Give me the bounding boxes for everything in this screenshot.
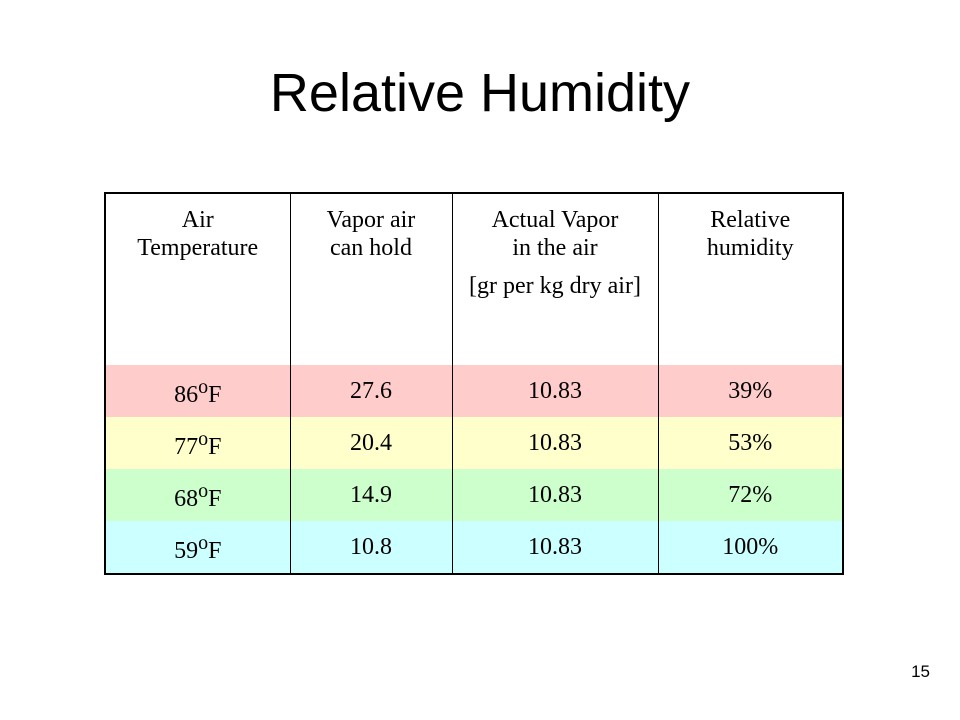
cell-actual-vapor: 10.83 [451,417,659,469]
cell-relative-humidity: 39% [657,365,844,417]
table-row: 59oF 10.8 10.83 100% [104,521,844,574]
cell-relative-humidity: 72% [657,469,844,521]
cell-capacity: 27.6 [289,365,453,417]
temp-value: 68 [174,486,199,512]
header-line: can hold [330,235,412,261]
degree-unit: F [208,538,222,564]
degree-unit: F [208,434,222,460]
temp-value: 59 [174,538,199,564]
temp-value: 86 [174,382,199,408]
header-line: Air [181,207,214,233]
header-unit: [gr per kg dry air] [469,273,641,299]
table-row: 86oF 27.6 10.83 39% [104,365,844,417]
table-body: 86oF 27.6 10.83 39% 77oF 20.4 10.83 53% … [104,365,844,574]
header-line: in the air [512,235,598,261]
header-relative-humidity: Relative humidity [657,193,844,365]
cell-actual-vapor: 10.83 [451,365,659,417]
page-number: 15 [911,662,930,681]
header-line: Vapor air [326,207,416,233]
cell-temperature: 68oF [104,469,291,521]
slide-title: Relative Humidity [269,63,691,123]
table-row: 68oF 14.9 10.83 72% [104,469,844,521]
cell-relative-humidity: 100% [657,521,844,574]
header-line: humidity [706,235,794,261]
cell-actual-vapor: 10.83 [451,521,659,574]
table-header-row: Air Temperature Vapor air can hold Actua… [104,193,844,365]
degree-unit: F [208,382,222,408]
cell-temperature: 77oF [104,417,291,469]
temp-value: 77 [174,434,199,460]
header-line: Relative [710,207,791,233]
cell-temperature: 86oF [104,365,291,417]
cell-capacity: 14.9 [289,469,453,521]
humidity-table: Air Temperature Vapor air can hold Actua… [104,192,844,575]
table-row: 77oF 20.4 10.83 53% [104,417,844,469]
header-vapor-capacity: Vapor air can hold [289,193,453,365]
header-line: Actual Vapor [491,207,619,233]
degree-mark: o [198,532,209,554]
degree-unit: F [208,486,222,512]
cell-capacity: 10.8 [289,521,453,574]
cell-relative-humidity: 53% [657,417,844,469]
degree-mark: o [198,480,209,502]
degree-mark: o [198,428,209,450]
cell-capacity: 20.4 [289,417,453,469]
degree-mark: o [198,376,209,398]
header-air-temperature: Air Temperature [104,193,291,365]
cell-temperature: 59oF [104,521,291,574]
header-actual-vapor: Actual Vapor in the air [gr per kg dry a… [451,193,659,365]
header-line: Temperature [137,235,259,261]
cell-actual-vapor: 10.83 [451,469,659,521]
